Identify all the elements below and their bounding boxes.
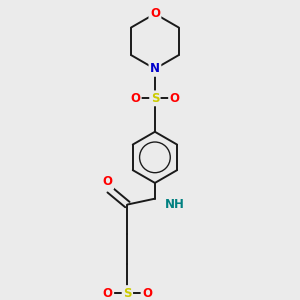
Text: O: O (103, 176, 113, 188)
Text: O: O (130, 92, 140, 105)
Text: N: N (150, 62, 160, 75)
Text: O: O (169, 92, 180, 105)
Text: NH: NH (165, 198, 184, 211)
Text: O: O (103, 286, 113, 300)
Text: S: S (151, 92, 159, 105)
Text: O: O (142, 286, 152, 300)
Text: O: O (150, 7, 160, 20)
Text: S: S (123, 286, 132, 300)
